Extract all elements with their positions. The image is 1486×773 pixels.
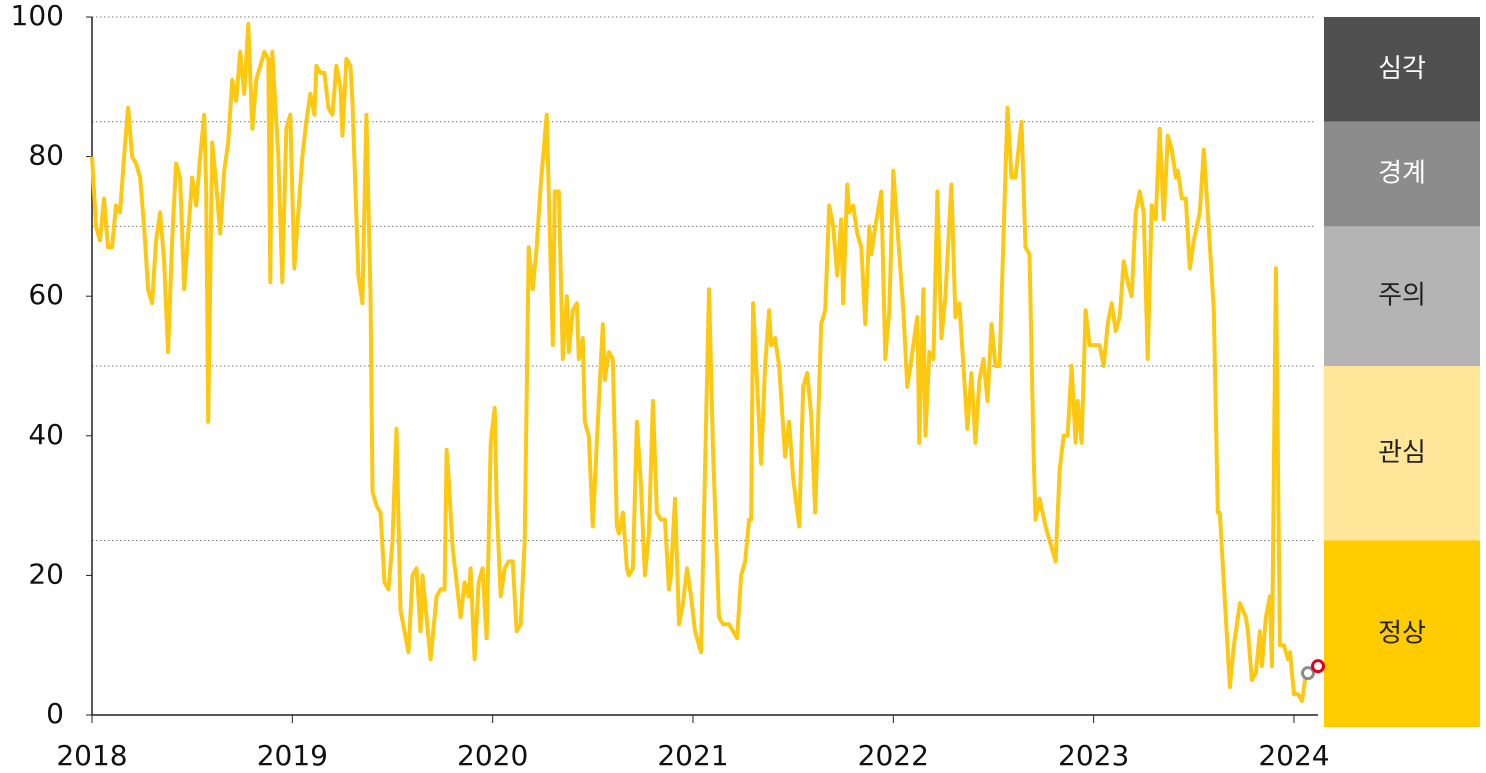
band-label: 관심	[1378, 438, 1426, 468]
band-label: 심각	[1378, 54, 1426, 84]
x-tick-label: 2020	[457, 739, 528, 772]
x-tick-label: 2022	[858, 739, 929, 772]
y-tick-label: 0	[46, 697, 64, 730]
band	[1324, 226, 1480, 366]
y-tick-label: 40	[28, 418, 64, 451]
marker	[1300, 666, 1315, 681]
x-tick-label: 2018	[56, 739, 127, 772]
x-tick-label: 2024	[1258, 739, 1329, 772]
x-tick-label: 2023	[1058, 739, 1129, 772]
band	[1324, 17, 1480, 122]
band	[1324, 121, 1480, 227]
marker	[1311, 659, 1325, 674]
band-label: 주의	[1378, 281, 1426, 311]
band-label: 정상	[1378, 618, 1426, 648]
y-tick-label: 60	[28, 278, 64, 311]
band	[1324, 540, 1480, 727]
x-tick-label: 2021	[657, 739, 728, 772]
y-tick-label: 100	[11, 0, 64, 32]
y-tick-label: 20	[28, 557, 64, 590]
y-tick-label: 80	[28, 139, 64, 172]
band	[1324, 366, 1480, 541]
x-tick-label: 2019	[257, 739, 328, 772]
data-line	[90, 22, 1316, 703]
band-label: 경계	[1378, 159, 1426, 189]
